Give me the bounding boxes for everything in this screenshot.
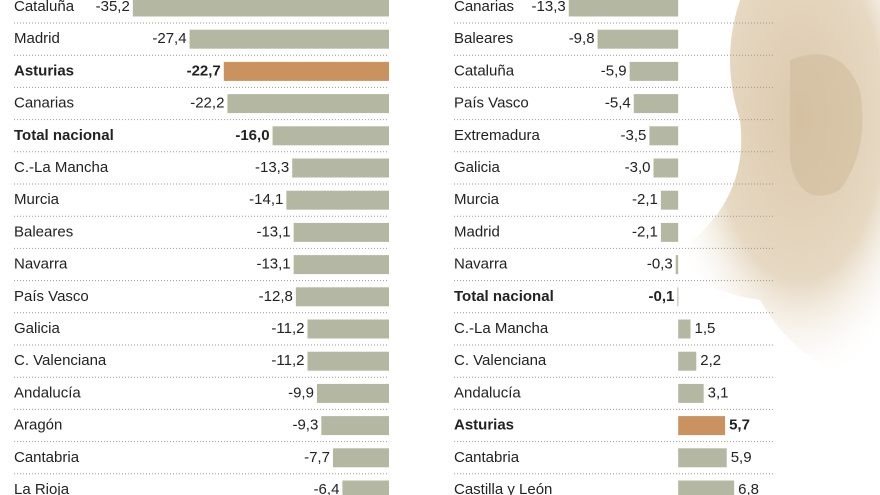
bar [307,319,389,339]
category-label: Baleares [14,223,73,240]
value-label: -22,2 [190,95,224,112]
category-label: C.-La Mancha [454,320,549,337]
category-label: Asturias [454,417,514,434]
bar [189,29,389,49]
value-label: -13,3 [255,159,289,176]
bar [629,61,679,81]
value-label: -9,9 [288,384,314,401]
category-label: Total nacional [14,127,114,144]
value-label: 5,9 [731,449,752,466]
category-label: Andalucía [454,384,521,401]
category-label: Asturias [14,62,74,79]
value-label: -3,5 [621,127,647,144]
bar [342,480,389,495]
value-label: -0,1 [648,288,674,305]
category-label: C. Valenciana [454,352,547,369]
bar [677,287,679,307]
bar [307,351,389,371]
value-label: -12,8 [259,288,293,305]
category-label: Canarias [454,0,514,15]
bar [286,190,389,210]
category-label: Navarra [454,256,508,273]
bar [678,383,704,403]
bar [568,0,679,17]
category-label: Galicia [14,320,61,337]
category-label: Canarias [14,95,74,112]
value-label: -3,0 [625,159,651,176]
bar [678,351,697,371]
background-illustration [680,0,880,390]
bar [597,29,679,49]
category-label: Madrid [454,223,500,240]
value-label: -5,4 [605,95,631,112]
value-label: -9,3 [292,417,318,434]
bar [316,383,389,403]
value-label: -27,4 [152,30,186,47]
category-label: Madrid [14,30,60,47]
category-label: Aragón [14,417,62,434]
bar [293,255,389,275]
value-label: -7,7 [304,449,330,466]
category-label: La Rioja [14,481,70,495]
bar [660,190,679,210]
value-label: -0,3 [647,256,673,273]
bar [653,158,679,178]
category-label: C. Valenciana [14,352,107,369]
category-label: Cataluña [14,0,75,15]
bar [332,448,389,468]
bar [223,61,389,81]
bar [293,222,389,242]
value-label: -2,1 [632,191,658,208]
value-label: -5,9 [601,62,627,79]
bar [227,94,389,114]
value-label: -14,1 [249,191,283,208]
category-label: País Vasco [14,288,89,305]
bar [132,0,390,17]
value-label: -2,1 [632,223,658,240]
value-label: 3,1 [708,384,729,401]
value-label: -13,1 [256,223,290,240]
category-label: Total nacional [454,288,554,305]
category-label: Cataluña [454,62,515,79]
bar [321,416,389,436]
value-label: -13,1 [256,256,290,273]
category-label: País Vasco [454,95,529,112]
bar [678,319,691,339]
value-label: 2,2 [700,352,721,369]
value-label: -13,3 [532,0,566,15]
value-label: -11,2 [271,352,304,369]
value-label: -16,0 [235,127,269,144]
bar [649,126,679,146]
category-label: Andalucía [14,384,81,401]
bar [272,126,389,146]
bar [678,448,727,468]
category-label: C.-La Mancha [14,159,109,176]
value-label: 5,7 [729,417,750,434]
category-label: Cantabria [14,449,80,466]
bar [675,255,679,275]
category-label: Baleares [454,30,513,47]
face-shape [790,54,863,196]
category-label: Galicia [454,159,501,176]
value-label: -9,8 [569,30,595,47]
bar [292,158,389,178]
value-label: -22,7 [187,62,221,79]
category-label: Castilla y León [454,481,552,495]
bar [295,287,389,307]
category-label: Cantabria [454,449,520,466]
bar [678,416,726,436]
value-label: -11,2 [271,320,304,337]
bar [660,222,679,242]
category-label: Murcia [14,191,60,208]
value-label: -6,4 [314,481,340,495]
category-label: Murcia [454,191,500,208]
value-label: -35,2 [96,0,130,15]
value-label: 1,5 [695,320,716,337]
category-label: Navarra [14,256,68,273]
bar [678,480,735,495]
category-label: Extremadura [454,127,541,144]
bar [633,94,679,114]
value-label: 6,8 [738,481,759,495]
